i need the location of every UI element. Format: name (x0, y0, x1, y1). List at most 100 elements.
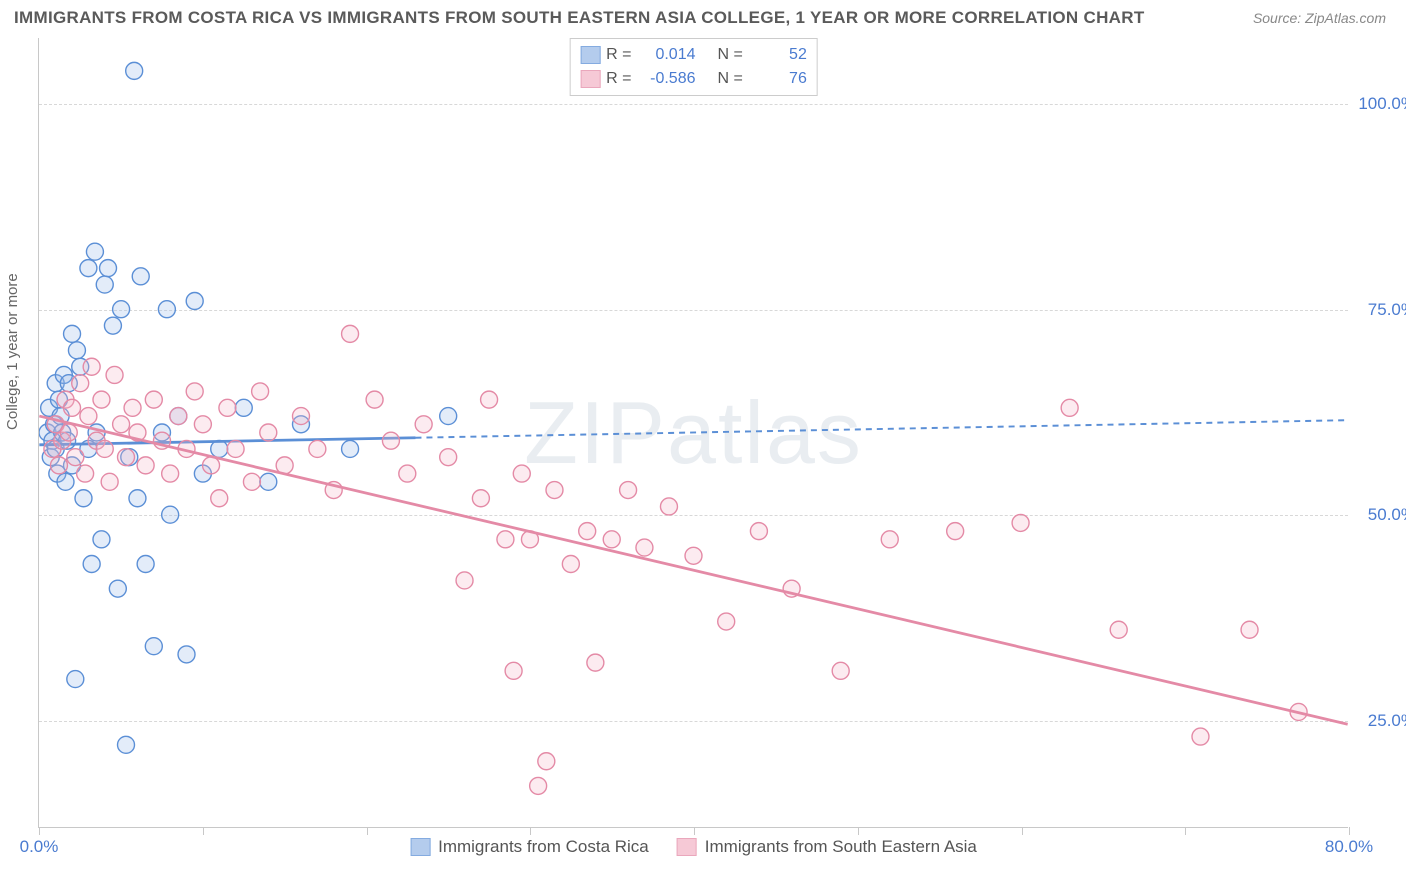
x-tick (39, 827, 40, 835)
legend-label: Immigrants from South Eastern Asia (705, 837, 977, 857)
y-tick-label: 25.0% (1368, 711, 1406, 731)
scatter-svg (39, 38, 1348, 827)
r-label: R = (606, 67, 631, 91)
data-point (106, 366, 123, 383)
r-label: R = (606, 43, 631, 67)
swatch-icon (580, 46, 600, 64)
data-point (538, 753, 555, 770)
data-point (881, 531, 898, 548)
data-point (50, 457, 67, 474)
data-point (104, 317, 121, 334)
n-label: N = (718, 67, 743, 91)
data-point (235, 399, 252, 416)
n-label: N = (718, 43, 743, 67)
data-point (101, 473, 118, 490)
data-point (260, 473, 277, 490)
data-point (137, 457, 154, 474)
legend-stats-row: R = 0.014 N = 52 (580, 43, 807, 67)
data-point (513, 465, 530, 482)
data-point (96, 276, 113, 293)
data-point (243, 473, 260, 490)
data-point (456, 572, 473, 589)
data-point (505, 662, 522, 679)
data-point (194, 416, 211, 433)
data-point (211, 490, 228, 507)
n-value: 52 (749, 43, 807, 67)
data-point (126, 62, 143, 79)
data-point (109, 580, 126, 597)
data-point (497, 531, 514, 548)
trend-line (39, 416, 1347, 724)
data-point (399, 465, 416, 482)
r-value: -0.586 (638, 67, 696, 91)
data-point (67, 449, 84, 466)
data-point (100, 260, 117, 277)
data-point (579, 523, 596, 540)
data-point (75, 490, 92, 507)
y-axis-label: College, 1 year or more (4, 273, 21, 430)
data-point (685, 547, 702, 564)
data-point (252, 383, 269, 400)
x-tick (858, 827, 859, 835)
data-point (113, 416, 130, 433)
data-point (440, 449, 457, 466)
data-point (162, 465, 179, 482)
data-point (93, 531, 110, 548)
data-point (57, 473, 74, 490)
legend-series: Immigrants from Costa Rica Immigrants fr… (410, 837, 977, 857)
data-point (366, 391, 383, 408)
chart-plot-area: ZIPatlas R = 0.014 N = 52 R = -0.586 N =… (38, 38, 1348, 828)
data-point (93, 391, 110, 408)
data-point (158, 301, 175, 318)
data-point (170, 408, 187, 425)
legend-stats: R = 0.014 N = 52 R = -0.586 N = 76 (569, 38, 818, 96)
data-point (219, 399, 236, 416)
data-point (1061, 399, 1078, 416)
data-point (80, 408, 97, 425)
data-point (227, 440, 244, 457)
data-point (1192, 728, 1209, 745)
data-point (481, 391, 498, 408)
data-point (309, 440, 326, 457)
data-point (342, 325, 359, 342)
x-tick-label: 0.0% (20, 837, 59, 857)
x-tick (367, 827, 368, 835)
data-point (72, 375, 89, 392)
data-point (562, 556, 579, 573)
legend-stats-row: R = -0.586 N = 76 (580, 67, 807, 91)
data-point (620, 482, 637, 499)
data-point (1012, 514, 1029, 531)
data-point (382, 432, 399, 449)
x-tick (1022, 827, 1023, 835)
swatch-icon (410, 838, 430, 856)
data-point (1110, 621, 1127, 638)
data-point (947, 523, 964, 540)
legend-label: Immigrants from Costa Rica (438, 837, 649, 857)
data-point (530, 777, 547, 794)
data-point (660, 498, 677, 515)
data-point (132, 268, 149, 285)
data-point (587, 654, 604, 671)
y-tick-label: 50.0% (1368, 505, 1406, 525)
legend-item: Immigrants from Costa Rica (410, 837, 649, 857)
data-point (145, 391, 162, 408)
legend-item: Immigrants from South Eastern Asia (677, 837, 977, 857)
data-point (342, 440, 359, 457)
data-point (83, 358, 100, 375)
data-point (145, 638, 162, 655)
data-point (1241, 621, 1258, 638)
trend-line-dashed (415, 420, 1347, 438)
data-point (203, 457, 220, 474)
data-point (293, 408, 310, 425)
x-tick-label: 80.0% (1325, 837, 1373, 857)
data-point (415, 416, 432, 433)
data-point (129, 490, 146, 507)
data-point (162, 506, 179, 523)
n-value: 76 (749, 67, 807, 91)
x-tick (530, 827, 531, 835)
chart-title: IMMIGRANTS FROM COSTA RICA VS IMMIGRANTS… (14, 8, 1145, 28)
data-point (86, 243, 103, 260)
source-label: Source: ZipAtlas.com (1253, 10, 1386, 26)
data-point (118, 736, 135, 753)
data-point (118, 449, 135, 466)
